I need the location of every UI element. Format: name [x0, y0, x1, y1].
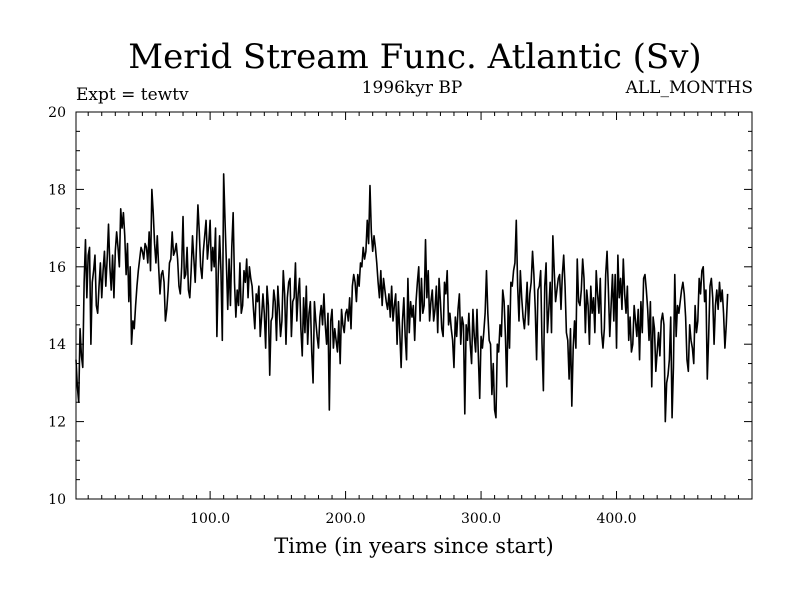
series-line [75, 173, 729, 423]
y-tick-label: 10 [48, 492, 66, 508]
experiment-label: Expt = tewtv [76, 85, 189, 105]
x-tick-label: 200.0 [326, 511, 366, 527]
chart-title: Merid Stream Func. Atlantic (Sv) [128, 37, 701, 77]
y-tick-label: 16 [48, 260, 66, 276]
plot-frame [75, 111, 753, 500]
period-label: 1996kyr BP [362, 78, 463, 98]
y-tick-label: 14 [48, 337, 66, 353]
y-tick-label: 18 [48, 182, 66, 198]
y-tick-label: 12 [48, 415, 66, 431]
x-tick-label: 400.0 [596, 511, 636, 527]
y-tick-label: 20 [48, 105, 66, 121]
axis-ticks: 100.0 200.0 300.0 400.0 10 12 14 16 18 20 [48, 105, 752, 527]
x-tick-label: 100.0 [190, 511, 230, 527]
x-axis-title: Time (in years since start) [274, 534, 553, 558]
series-layer [75, 173, 729, 423]
x-tick-label: 300.0 [461, 511, 501, 527]
months-label: ALL_MONTHS [625, 78, 753, 98]
